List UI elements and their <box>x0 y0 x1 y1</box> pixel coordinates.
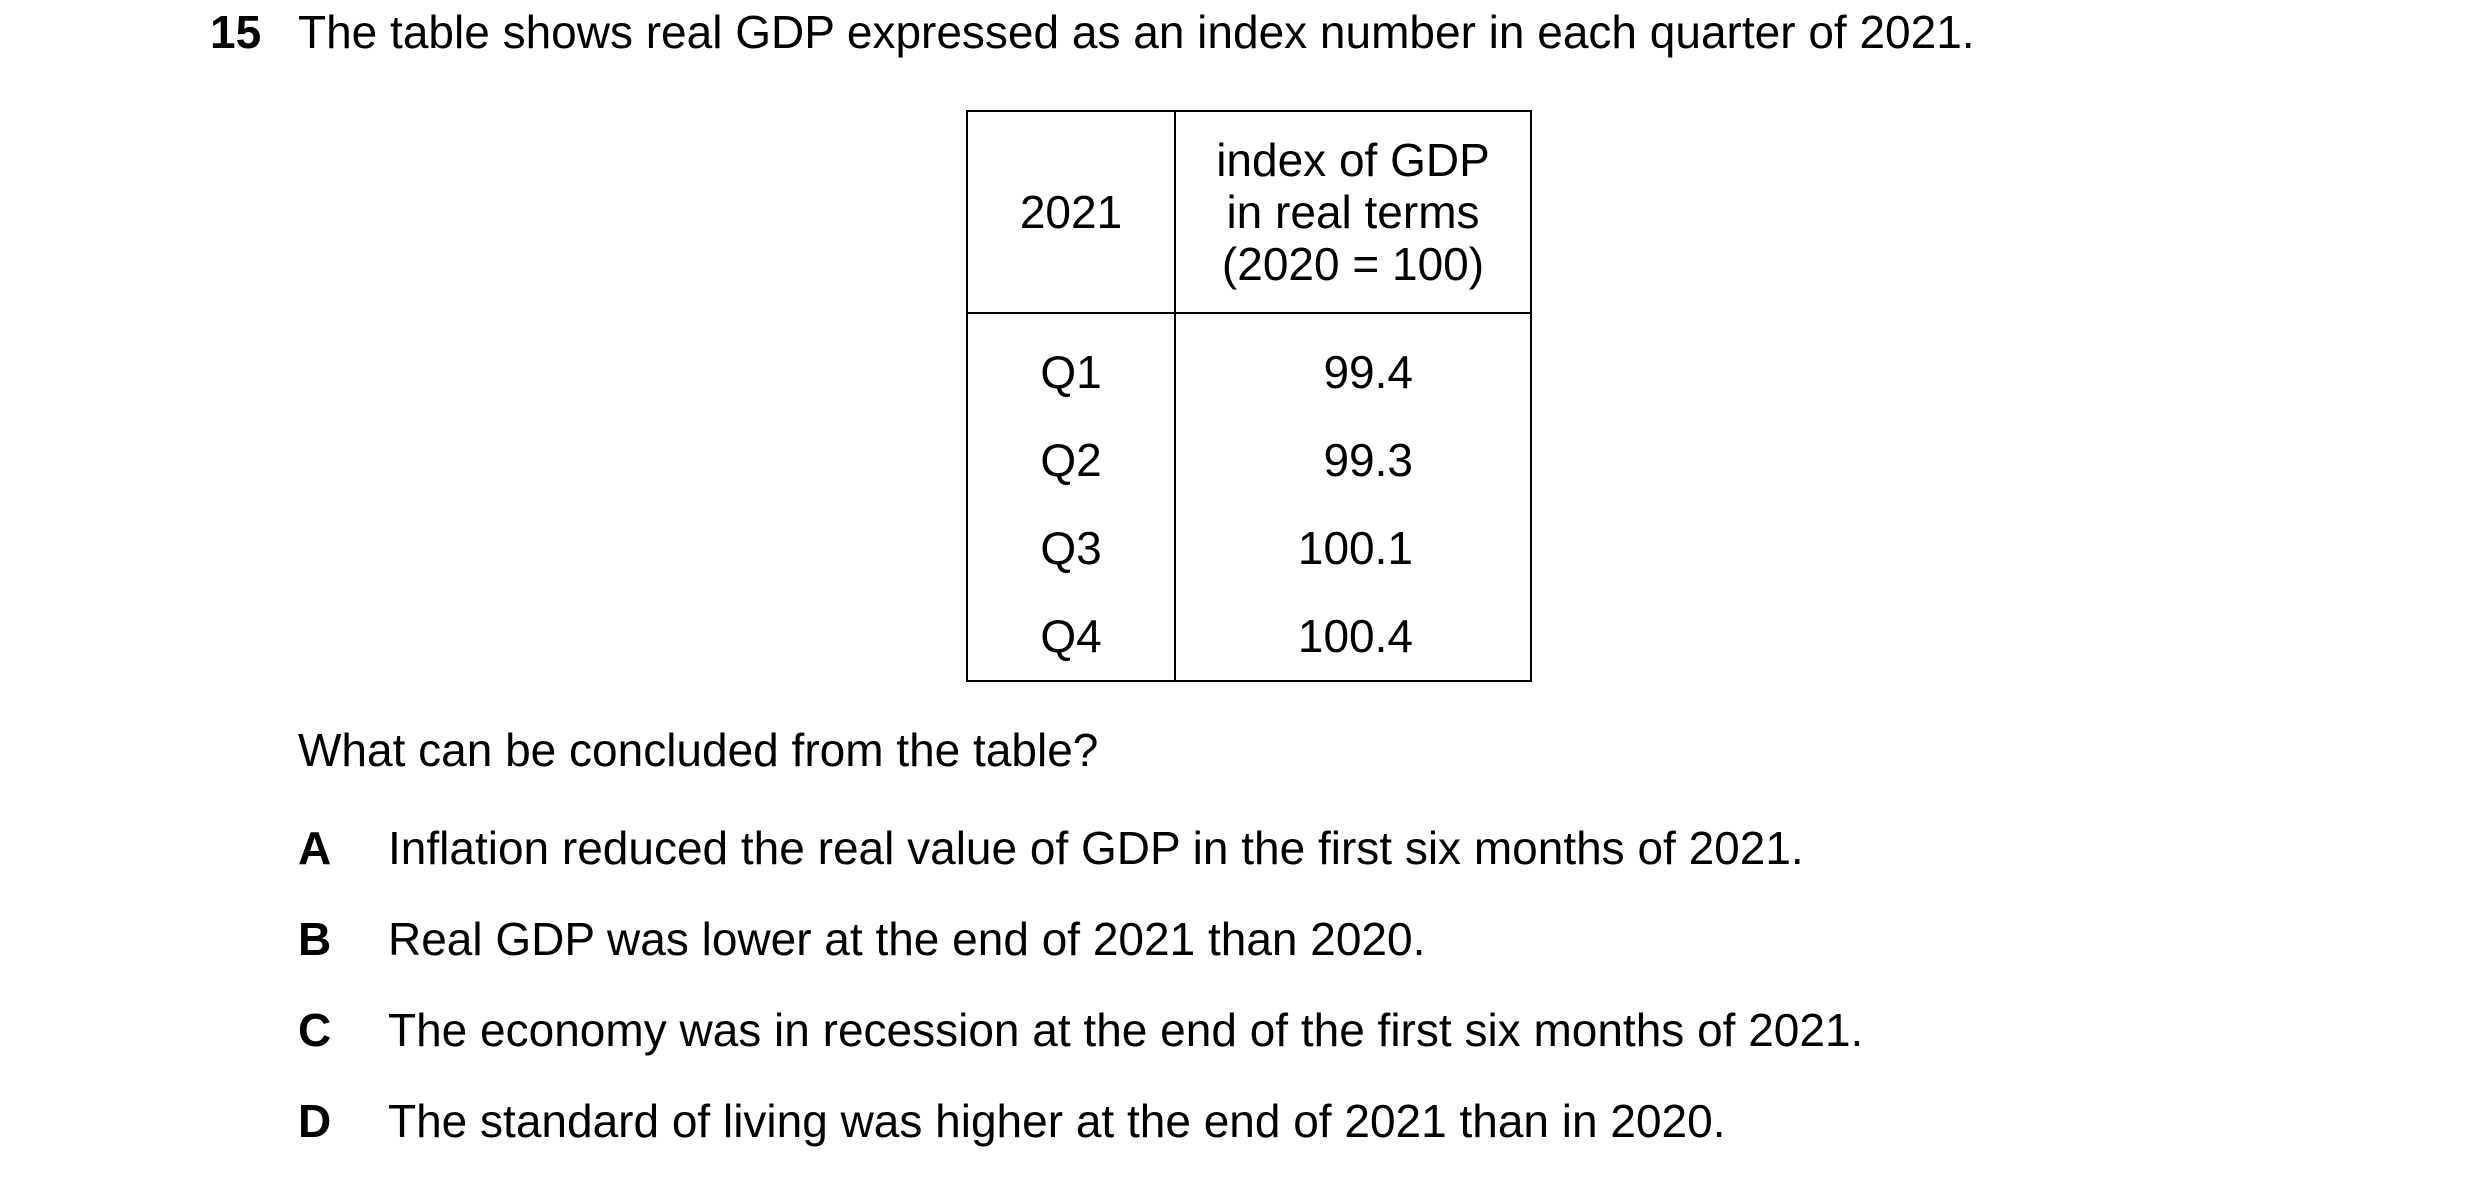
value-text: 99.4 <box>1323 346 1413 398</box>
table-header-row: 2021 index of GDP in real terms (2020 = … <box>966 110 1532 314</box>
option-letter: A <box>298 822 332 874</box>
quarter-cell: Q2 <box>966 416 1176 504</box>
value-text: 100.1 <box>1297 522 1413 574</box>
value-cell: 100.4 <box>1174 592 1532 682</box>
value-text: 100.4 <box>1297 610 1413 662</box>
option-letter: C <box>298 1004 332 1056</box>
table-row: Q3 100.1 <box>966 504 1532 592</box>
quarter-cell: Q4 <box>966 592 1176 682</box>
option-text: Real GDP was lower at the end of 2021 th… <box>388 913 1426 965</box>
option-text: The standard of living was higher at the… <box>388 1095 1726 1147</box>
value-cell: 100.1 <box>1174 504 1532 592</box>
header-index-line-3: (2020 = 100) <box>1221 238 1485 290</box>
table-row: Q2 99.3 <box>966 416 1532 504</box>
header-year: 2021 <box>966 110 1176 314</box>
question-stem: The table shows real GDP expressed as an… <box>298 6 1975 58</box>
header-index: index of GDP in real terms (2020 = 100) <box>1174 110 1532 314</box>
option-letter: D <box>298 1095 332 1147</box>
option-text: Inflation reduced the real value of GDP … <box>388 822 1804 874</box>
quarter-cell: Q3 <box>966 504 1176 592</box>
value-cell: 99.3 <box>1174 416 1532 504</box>
value-cell: 99.4 <box>1174 313 1532 416</box>
question-number: 15 <box>210 6 262 58</box>
question-prompt: What can be concluded from the table? <box>298 724 1099 776</box>
table-row: Q4 100.4 <box>966 592 1532 682</box>
quarter-cell: Q1 <box>966 313 1176 416</box>
header-year-label: 2021 <box>1019 186 1123 238</box>
header-index-line-2: in real terms <box>1226 186 1480 238</box>
table-row: Q1 99.4 <box>966 313 1532 416</box>
gdp-index-table: 2021 index of GDP in real terms (2020 = … <box>966 110 1532 682</box>
option-letter: B <box>298 913 332 965</box>
option-text: The economy was in recession at the end … <box>388 1004 1864 1056</box>
value-text: 99.3 <box>1323 434 1413 486</box>
header-index-line-1: index of GDP <box>1216 134 1490 186</box>
